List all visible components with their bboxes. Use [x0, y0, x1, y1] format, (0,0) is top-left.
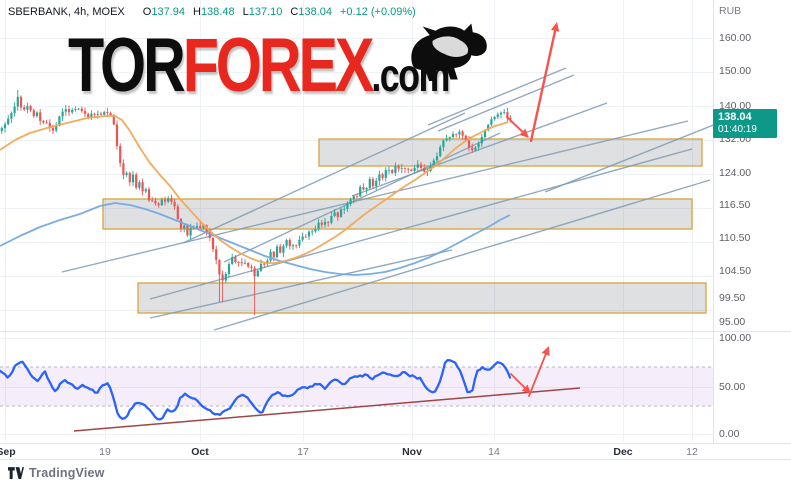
price-axis-label: 50.00 — [719, 381, 746, 393]
ohlc-value: 138.04 — [298, 6, 332, 18]
last-price-label: 138.04 01:40:19 — [713, 109, 777, 139]
time-axis-label: Oct — [191, 446, 209, 458]
ohlc-value: 138.48 — [200, 6, 235, 18]
time-axis-label: Nov — [402, 446, 422, 458]
change-value: +0.12 (+0.09%) — [339, 6, 416, 18]
ohlc-label: L — [242, 6, 249, 18]
time-axis-label: 19 — [99, 446, 111, 458]
price-axis-currency: RUB — [719, 5, 742, 17]
symbol-title: SBERBANK, 4h, MOEX — [8, 6, 125, 18]
time-axis-label: Sep — [0, 446, 16, 458]
price-axis[interactable]: RUB 160.00 150.00 140.00 132.00 124.00 116.50 1… — [717, 0, 791, 442]
price-axis-label: 160.00 — [719, 32, 752, 44]
price-axis-label: 99.50 — [719, 292, 746, 304]
price-axis-label: 104.50 — [719, 265, 752, 277]
ohlc-label: H — [192, 6, 201, 18]
ohlc-label: O — [142, 6, 152, 18]
time-axis-label: 12 — [686, 446, 698, 458]
chart-canvas[interactable] — [0, 0, 791, 462]
price-axis-label: 0.00 — [719, 428, 740, 440]
price-axis-label: 100.00 — [719, 332, 752, 344]
tradingview-logo-icon — [8, 466, 24, 479]
ohlc-value: 137.10 — [248, 6, 283, 18]
time-axis[interactable]: Sep 19 Oct 17 Nov 14 Dec 12 — [0, 443, 713, 460]
ohlc-label: C — [290, 6, 299, 18]
chart-legend: SBERBANK, 4h, MOEX O137.94 H138.48 L137.10 C… — [8, 6, 416, 18]
time-axis-label: Dec — [613, 446, 633, 458]
price-axis-label: 110.50 — [719, 232, 751, 244]
price-axis-label: 116.50 — [719, 199, 751, 211]
last-price-value: 138.04 — [718, 111, 752, 123]
time-axis-label: 17 — [297, 446, 309, 458]
ohlc-values: O137.94 H138.48 L137.10 C138.04 — [135, 6, 332, 18]
time-axis-label: 14 — [488, 446, 500, 458]
tradingview-text: TradingView — [29, 466, 105, 480]
bar-countdown: 01:40:19 — [718, 123, 757, 135]
tradingview-attribution[interactable]: TradingView — [8, 466, 105, 480]
price-axis-label: 95.00 — [719, 316, 746, 328]
price-axis-label: 124.00 — [719, 167, 752, 179]
price-axis-label: 150.00 — [719, 65, 752, 77]
ohlc-value: 137.94 — [151, 6, 185, 18]
bull-icon — [411, 23, 487, 81]
